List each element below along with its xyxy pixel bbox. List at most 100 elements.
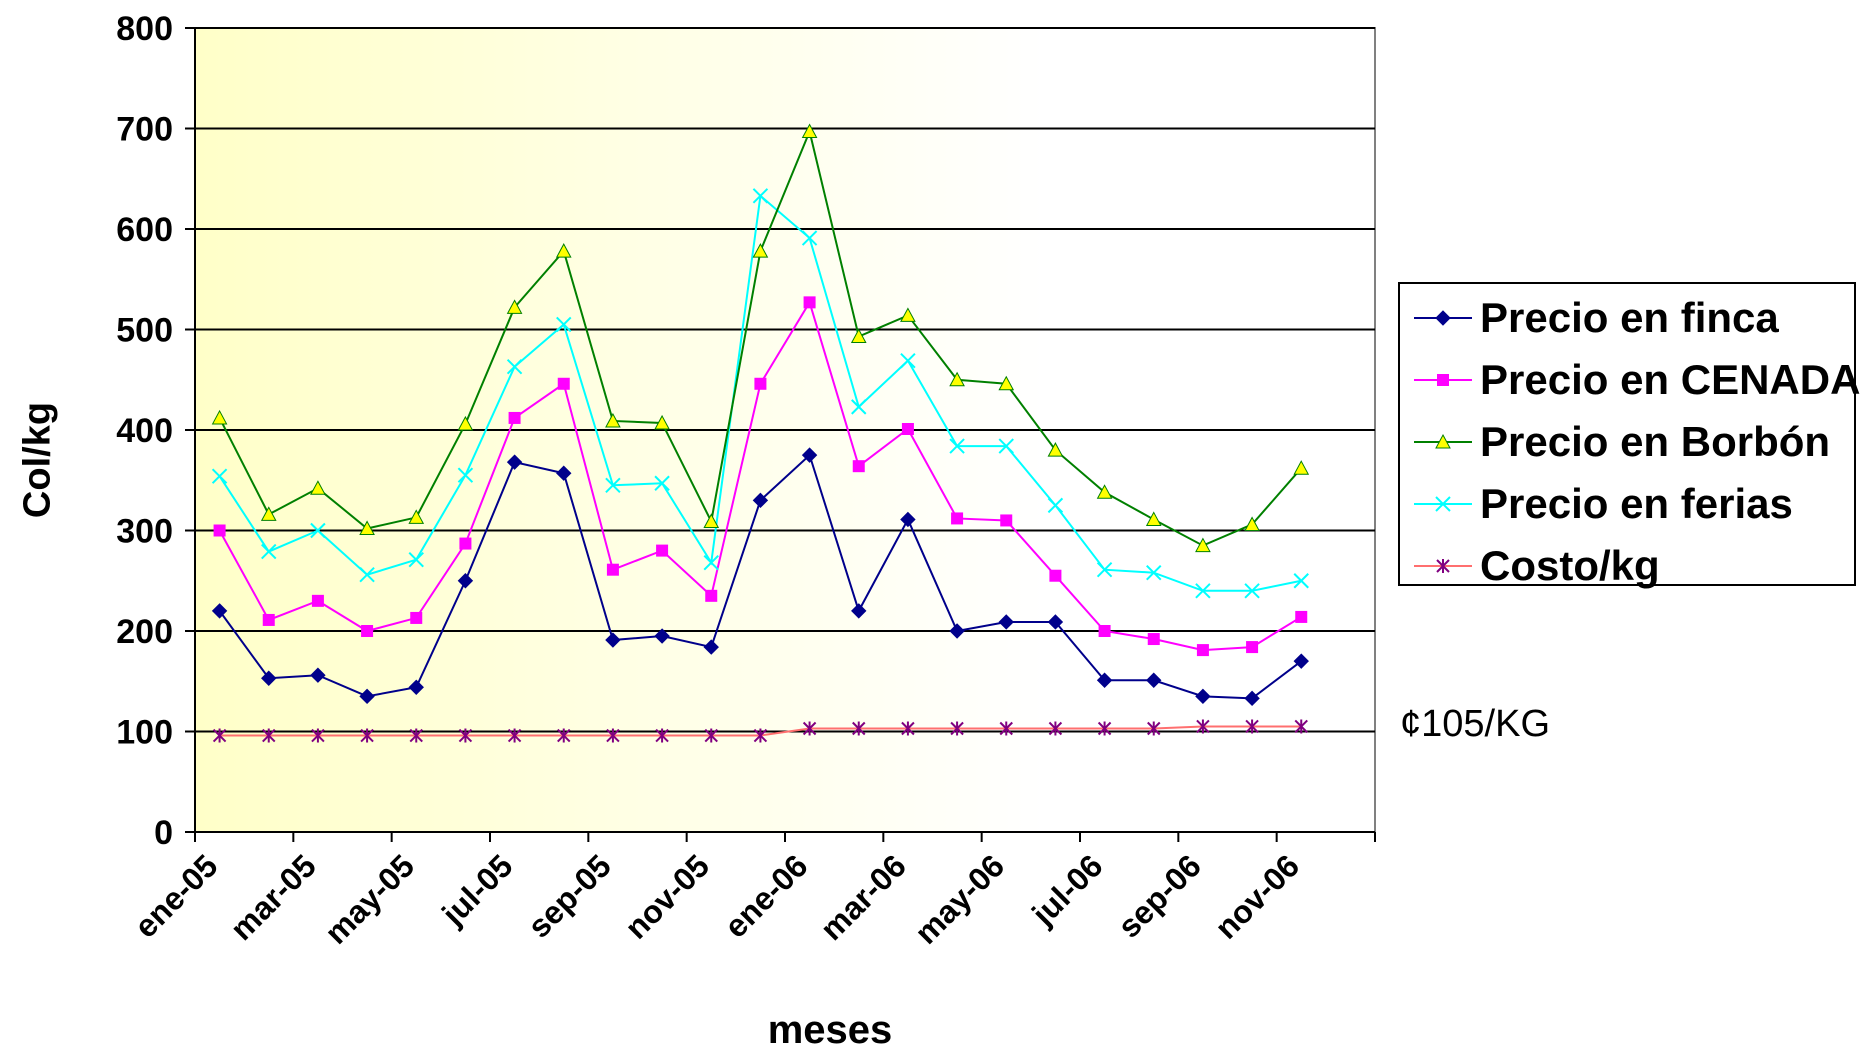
data-point — [1047, 614, 1064, 630]
data-point — [359, 520, 375, 535]
data-point — [211, 603, 228, 619]
x-tick-label: mar-05 — [223, 847, 323, 947]
data-point — [213, 524, 226, 537]
data-point — [605, 632, 621, 648]
y-tick-label: 800 — [116, 10, 173, 48]
x-axis-title: meses — [767, 1008, 893, 1052]
legend-item-costo-kg: Costo/kg — [1410, 542, 1660, 589]
data-point — [654, 414, 670, 430]
data-point — [1245, 719, 1259, 734]
axes — [185, 27, 1376, 842]
data-point — [852, 460, 865, 473]
data-point — [901, 422, 914, 435]
data-point — [801, 447, 818, 463]
data-point — [1435, 496, 1451, 512]
data-point — [851, 399, 867, 415]
data-point — [556, 465, 572, 481]
y-tick-labels: 0 100 200 300 400 500 600 700 800 — [116, 10, 173, 852]
x-tick-label: sep-06 — [1111, 847, 1208, 944]
data-point — [457, 415, 474, 431]
data-point — [410, 611, 423, 624]
data-point — [1437, 374, 1449, 386]
x-tick-label: ene-06 — [717, 847, 814, 944]
data-point — [1293, 460, 1310, 475]
data-point — [998, 614, 1014, 630]
legend-item-precio-cenada: Precio en CENADA — [1410, 356, 1860, 403]
data-point — [1096, 484, 1113, 499]
data-point — [1196, 644, 1209, 657]
legend-item-precio-ferias: Precio en ferias — [1410, 480, 1793, 527]
y-tick-label: 400 — [116, 412, 173, 450]
data-point — [606, 563, 619, 576]
data-point — [1047, 442, 1064, 457]
data-point — [998, 375, 1015, 391]
cost-annotation: ¢105/KG — [1400, 703, 1550, 745]
data-point — [211, 468, 228, 484]
y-tick-label: 100 — [116, 714, 173, 752]
data-point — [654, 628, 670, 644]
data-point — [1146, 672, 1162, 688]
data-point — [999, 721, 1013, 736]
data-point — [851, 603, 867, 619]
data-point — [457, 467, 474, 483]
legend-swatch-borbon — [1414, 433, 1472, 449]
data-point — [752, 243, 769, 258]
y-tick-label: 600 — [116, 211, 173, 249]
data-point — [556, 316, 572, 333]
data-point — [408, 551, 424, 568]
data-point — [211, 409, 228, 425]
data-point — [801, 230, 818, 246]
data-point — [310, 667, 326, 683]
data-point — [1196, 719, 1210, 734]
data-point — [656, 544, 669, 557]
legend-label: Costo/kg — [1480, 542, 1660, 589]
data-point — [261, 670, 277, 686]
data-point — [555, 243, 572, 258]
data-point — [605, 477, 621, 493]
data-point — [850, 328, 867, 344]
data-point — [261, 543, 277, 560]
data-point — [900, 511, 916, 528]
data-point — [359, 688, 375, 705]
data-point — [1195, 537, 1211, 553]
data-point — [457, 573, 474, 589]
data-point — [360, 728, 374, 743]
data-point — [1436, 559, 1450, 573]
data-point — [1295, 610, 1308, 623]
data-point — [753, 728, 768, 743]
data-point — [950, 721, 964, 736]
x-tick-label: jul-06 — [1024, 847, 1109, 932]
data-point — [1246, 641, 1259, 654]
data-point — [901, 721, 915, 736]
y-tick-label: 0 — [154, 814, 173, 852]
data-point — [359, 567, 375, 583]
x-tick-label: ene-05 — [127, 847, 224, 944]
data-point — [1244, 516, 1260, 531]
data-point — [1147, 721, 1161, 736]
data-point — [1293, 653, 1309, 669]
legend-item-precio-borbon: Precio en Borbón — [1410, 418, 1830, 465]
data-point — [508, 411, 521, 424]
legend-label: Precio en Borbón — [1480, 418, 1831, 465]
data-point — [361, 625, 374, 637]
data-point — [998, 438, 1014, 454]
data-point — [801, 123, 818, 139]
data-point — [1097, 721, 1112, 736]
data-point — [949, 623, 965, 639]
legend-label: Precio en CENADA — [1480, 356, 1861, 403]
data-point — [408, 679, 424, 695]
data-point — [754, 377, 767, 390]
legend: Precio en finca Precio en CENADA Precio … — [1398, 282, 1860, 589]
data-point — [262, 728, 276, 743]
data-point — [703, 513, 720, 528]
data-point — [459, 537, 472, 550]
y-axis-title-wrap: Col/kg — [8, 402, 68, 518]
data-point — [803, 296, 816, 309]
legend-label: Precio en finca — [1480, 294, 1779, 341]
x-tick-label: may-05 — [318, 847, 421, 950]
gridlines — [195, 27, 1375, 733]
legend-item-precio-finca: Precio en finca — [1410, 294, 1779, 341]
x-tick-label: nov-05 — [618, 847, 716, 945]
y-tick-label: 700 — [116, 111, 173, 149]
